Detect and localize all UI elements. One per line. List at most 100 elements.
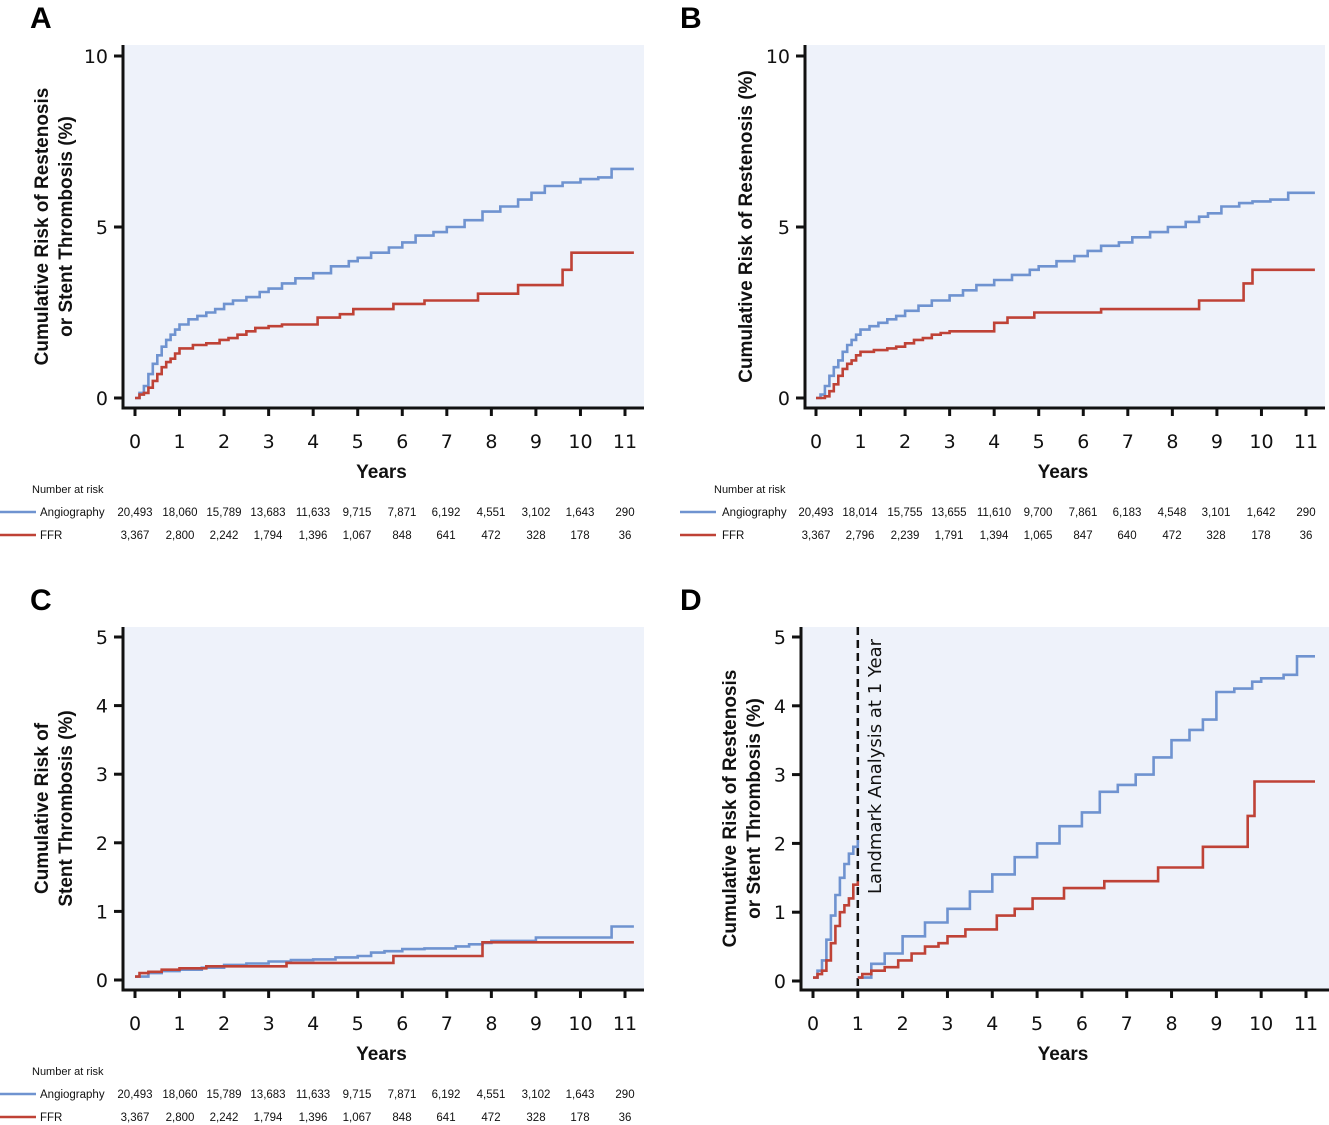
panel-c-y-tick-label: 5 [96, 627, 108, 649]
panel-b-label: B [680, 2, 702, 35]
panel-b-plot-area [805, 45, 1325, 408]
panel-c-risk-cell-angiography: 18,060 [162, 1089, 197, 1101]
panel-b-risk-cell-ffr: 1,394 [980, 530, 1009, 542]
panel-a-y-tick-label: 5 [96, 217, 108, 239]
panel-d-x-tick-label: 7 [1121, 1013, 1133, 1035]
panel-b-risk-cell-ffr: 1,791 [935, 530, 964, 542]
panel-a-x-tick-label: 1 [173, 431, 185, 453]
panel-a-x-tick-label: 6 [396, 431, 408, 453]
panel-c-risk-cell-ffr: 36 [619, 1112, 632, 1124]
panel-b-risk-cell-angiography: 20,493 [798, 507, 833, 519]
panel-b-risk-cell-angiography: 1,642 [1247, 507, 1276, 519]
panel-c-risk-cell-angiography: 9,715 [343, 1089, 372, 1101]
panel-a-x-tick-label: 10 [568, 431, 592, 453]
panel-b-risk-cell-angiography: 4,548 [1158, 507, 1187, 519]
panel-c-risk-cell-ffr: 1,067 [343, 1112, 372, 1124]
panel-b-y-tick-label: 10 [766, 46, 790, 68]
panel-c-risk-cell-ffr: 2,242 [210, 1112, 239, 1124]
panel-b-x-tick-label: 3 [944, 431, 956, 453]
panel-a-risk-cell-angiography: 290 [615, 507, 634, 519]
panel-a-risk-cell-angiography: 7,871 [388, 507, 417, 519]
panel-a-risk-cell-angiography: 3,102 [522, 507, 551, 519]
panel-c-risk-cell-ffr: 2,800 [166, 1112, 195, 1124]
panel-a-x-tick-label: 7 [441, 431, 453, 453]
panel-c-x-tick-label: 0 [129, 1013, 141, 1035]
panel-a-risk-cell-angiography: 18,060 [162, 507, 197, 519]
panel-b-series-ffr [816, 268, 1315, 400]
panel-c-plot-area [123, 627, 644, 990]
panel-a-risk-cell-angiography: 15,789 [206, 507, 241, 519]
panel-d-x-tick-label: 0 [807, 1013, 819, 1035]
panel-a-series-angiography [135, 167, 634, 400]
panel-c-risk-row-label-angiography: Angiography [40, 1089, 105, 1101]
panel-c-risk-cell-angiography: 13,683 [250, 1089, 285, 1101]
panel-a-risk-cell-angiography: 13,683 [250, 507, 285, 519]
panel-c-x-tick-label: 1 [173, 1013, 185, 1035]
panel-b-risk-cell-angiography: 290 [1296, 507, 1315, 519]
panel-d-series-angiography-1-11-y [857, 655, 1315, 979]
panel-d-x-tick-label: 6 [1076, 1013, 1088, 1035]
panel-b-risk-cell-ffr: 3,367 [802, 530, 831, 542]
panel-c-risk-cell-angiography: 15,789 [206, 1089, 241, 1101]
panel-c-y-tick-label: 2 [96, 833, 108, 855]
panel-c-y-tick-label: 3 [96, 764, 108, 786]
panel-c-risk-cell-angiography: 4,551 [477, 1089, 506, 1101]
panel-a-risk-cell-ffr: 1,396 [299, 530, 328, 542]
panel-a-x-axis-title: Years [356, 462, 407, 483]
panel-c-risk-cell-ffr: 1,396 [299, 1112, 328, 1124]
panel-d-series-ffr-1-11-y [857, 780, 1315, 979]
panel-c-label: C [30, 584, 52, 617]
panel-d-y-axis-title: Cumulative Risk of Restenosis [720, 670, 741, 948]
panel-c-y-tick-label: 1 [96, 901, 108, 923]
panel-c-x-tick-label: 6 [396, 1013, 408, 1035]
panel-c-y-axis-title: Stent Thrombosis (%) [56, 710, 77, 906]
panel-d-y-tick-label: 1 [774, 902, 786, 924]
panel-b-x-tick-label: 11 [1294, 431, 1318, 453]
panel-b-y-tick-label: 0 [778, 388, 790, 410]
panel-c-risk-cell-ffr: 1,794 [254, 1112, 283, 1124]
panel-c-x-tick-label: 10 [568, 1013, 592, 1035]
panel-d-y-tick-label: 4 [774, 696, 786, 718]
panel-a-y-tick-label: 0 [96, 388, 108, 410]
panel-d-x-axis-title: Years [1038, 1044, 1089, 1065]
panel-b-x-tick-label: 2 [899, 431, 911, 453]
panel-c-risk-header: Number at risk [32, 1066, 104, 1078]
panel-b-risk-cell-ffr: 1,065 [1024, 530, 1053, 542]
panel-c-x-tick-label: 11 [613, 1013, 637, 1035]
panel-a-risk-cell-angiography: 6,192 [432, 507, 461, 519]
panel-c-y-tick-label: 0 [96, 970, 108, 992]
panel-b-x-tick-label: 5 [1033, 431, 1045, 453]
panel-c-risk-cell-angiography: 11,633 [296, 1089, 330, 1101]
panel-a-risk-cell-ffr: 641 [436, 530, 455, 542]
panel-d-x-tick-label: 8 [1165, 1013, 1177, 1035]
panel-a-x-tick-label: 5 [352, 431, 364, 453]
panel-d-series-angiography-0-1-y [813, 840, 860, 979]
panel-a-risk-cell-ffr: 1,794 [254, 530, 283, 542]
panel-d-series-ffr-0-1-y [813, 881, 860, 979]
panel-c-y-axis-title: Cumulative Risk of [32, 722, 53, 894]
panel-d-x-tick-label: 11 [1294, 1013, 1318, 1035]
panel-b-risk-cell-ffr: 36 [1300, 530, 1313, 542]
panel-b-series-angiography [816, 191, 1315, 400]
panel-d-x-tick-label: 5 [1031, 1013, 1043, 1035]
panel-b-risk-header: Number at risk [714, 484, 786, 496]
panel-a-risk-cell-angiography: 20,493 [117, 507, 152, 519]
panel-c-x-tick-label: 3 [263, 1013, 275, 1035]
panel-c-risk-cell-ffr: 328 [526, 1112, 545, 1124]
panel-b-risk-row-label-ffr: FFR [722, 530, 744, 542]
panel-b-x-tick-label: 7 [1122, 431, 1134, 453]
panel-b-risk-cell-ffr: 2,239 [891, 530, 920, 542]
panel-a-y-tick-label: 10 [84, 46, 108, 68]
panel-a-risk-cell-ffr: 178 [570, 530, 589, 542]
panel-c-x-tick-label: 4 [307, 1013, 319, 1035]
panel-a-x-tick-label: 4 [307, 431, 319, 453]
panel-a-risk-header: Number at risk [32, 484, 104, 496]
panel-d-y-tick-label: 3 [774, 765, 786, 787]
panel-c-risk-cell-angiography: 6,192 [432, 1089, 461, 1101]
panel-c-x-tick-label: 8 [485, 1013, 497, 1035]
panel-a-risk-cell-ffr: 36 [619, 530, 632, 542]
panel-b-x-tick-label: 6 [1077, 431, 1089, 453]
panel-b-risk-cell-angiography: 13,655 [931, 507, 966, 519]
panel-a-x-tick-label: 3 [263, 431, 275, 453]
panel-b-risk-cell-angiography: 7,861 [1069, 507, 1098, 519]
